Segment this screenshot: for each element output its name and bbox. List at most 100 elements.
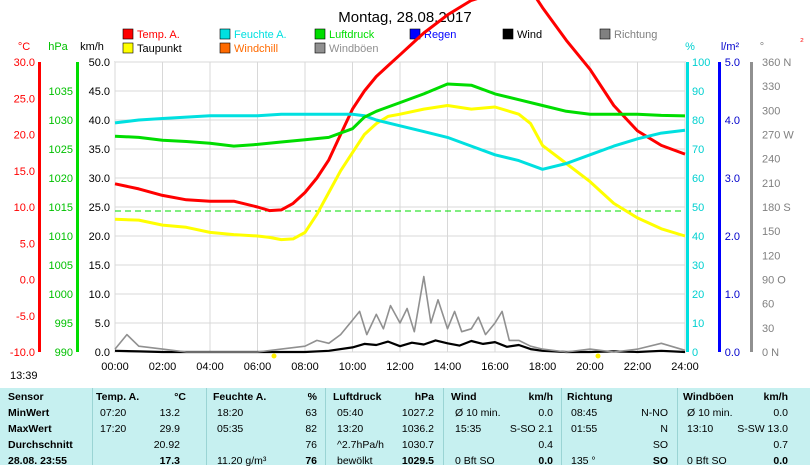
axis-unit-label: hPa xyxy=(48,41,68,53)
humidity-tick-label: 70 xyxy=(692,144,704,156)
table-header: °C xyxy=(174,391,186,403)
wind-tick-label: 30.0 xyxy=(89,173,110,185)
wind-tick-label: 10.0 xyxy=(89,289,110,301)
x-tick-label: 08:00 xyxy=(291,361,319,373)
table-cell: MaxWert xyxy=(8,423,52,435)
x-tick-label: 06:00 xyxy=(244,361,272,373)
direction-tick-label: 0 N xyxy=(762,347,779,359)
pressure-tick-label: 1025 xyxy=(49,144,73,156)
series-line xyxy=(114,0,686,213)
table-separator xyxy=(325,388,326,465)
pressure-tick-label: 1005 xyxy=(49,260,73,272)
direction-tick-label: 90 O xyxy=(762,275,786,287)
table-separator xyxy=(92,388,93,465)
table-cell: Ø 10 min. xyxy=(455,407,501,419)
humidity-tick-label: 0 xyxy=(692,347,698,359)
table-cell: 01:55 xyxy=(571,423,598,435)
rain-tick-label: 0.0 xyxy=(725,347,740,359)
table-cell: 05:35 xyxy=(217,423,244,435)
table-cell: SO xyxy=(652,439,668,451)
temp-tick-label: 15.0 xyxy=(14,166,35,178)
legend-label: Feuchte A. xyxy=(234,29,287,41)
table-separator xyxy=(443,388,444,465)
legend-swatch xyxy=(122,42,134,54)
table-cell: 13:10 xyxy=(687,423,714,435)
table-cell: 63 xyxy=(305,407,317,419)
table-cell: Ø 10 min. xyxy=(687,407,733,419)
table-header: km/h xyxy=(763,391,788,403)
humidity-tick-label: 50 xyxy=(692,202,704,214)
series-line xyxy=(114,112,686,171)
legend-label: Luftdruck xyxy=(329,29,375,41)
x-tick-label: 04:00 xyxy=(196,361,224,373)
pressure-tick-label: 1010 xyxy=(49,231,73,243)
humidity-tick-label: 90 xyxy=(692,86,704,98)
legend-swatch xyxy=(502,28,514,40)
direction-tick-label: 270 W xyxy=(762,130,794,142)
x-tick-label: 14:00 xyxy=(434,361,462,373)
sunset-marker xyxy=(595,353,601,359)
legend-label: Windböen xyxy=(329,43,379,55)
legend-label: Richtung xyxy=(614,29,657,41)
table-cell: 0.0 xyxy=(773,407,788,419)
table-header: Luftdruck xyxy=(333,391,382,403)
temp-axis-bar xyxy=(38,62,41,352)
direction-tick-label: 330 xyxy=(762,81,780,93)
temp-tick-label: 20.0 xyxy=(14,130,35,142)
x-tick-label: 20:00 xyxy=(576,361,604,373)
wind-tick-label: 25.0 xyxy=(89,202,110,214)
x-tick-label: 24:00 xyxy=(671,361,699,373)
table-header: Richtung xyxy=(567,391,613,403)
rain-tick-label: 1.0 xyxy=(725,289,740,301)
temp-tick-label: 10.0 xyxy=(14,202,35,214)
humidity-tick-label: 60 xyxy=(692,173,704,185)
table-cell: ^2.7hPa/h xyxy=(337,439,384,451)
table-header: hPa xyxy=(414,391,434,403)
axis-unit-label: km/h xyxy=(80,41,104,53)
pressure-tick-label: 1035 xyxy=(49,86,73,98)
x-tick-label: 00:00 xyxy=(101,361,129,373)
table-cell: 15:35 xyxy=(455,423,482,435)
table-cell: 0.7 xyxy=(773,439,788,451)
pressure-tick-label: 995 xyxy=(55,318,73,330)
rain-axis-bar xyxy=(718,62,721,352)
table-cell: 13.2 xyxy=(159,407,180,419)
table-cell: 0.4 xyxy=(538,439,553,451)
legend-label: Regen xyxy=(424,29,456,41)
humidity-axis-bar xyxy=(686,62,689,352)
direction-tick-label: 30 xyxy=(762,323,774,335)
x-tick-label: 16:00 xyxy=(481,361,509,373)
table-separator xyxy=(206,388,207,465)
legend-swatch xyxy=(314,42,326,54)
temp-tick-label: -5.0 xyxy=(16,311,35,323)
table-cell: 07:20 xyxy=(100,407,127,419)
axis-unit-label: ° xyxy=(760,41,764,53)
statistics-table: Sensor Temp. A. °C Feuchte A.% Luftdruck hPa W… xyxy=(0,388,810,467)
table-cell: 76 xyxy=(305,455,317,467)
table-cell: N-NO xyxy=(641,407,668,419)
edge-label: ₂ xyxy=(800,33,804,44)
series-line xyxy=(114,275,686,353)
table-cell: 28.08. 23:55 xyxy=(8,455,67,467)
humidity-tick-label: 40 xyxy=(692,231,704,243)
direction-tick-label: 360 N xyxy=(762,57,791,69)
table-cell: 82 xyxy=(305,423,317,435)
table-cell: 1027.2 xyxy=(401,407,434,419)
table-cell: 05:40 xyxy=(337,407,364,419)
table-cell: 29.9 xyxy=(159,423,180,435)
series-line xyxy=(114,82,686,148)
legend-label: Windchill xyxy=(234,43,278,55)
table-cell: 1029.5 xyxy=(401,455,434,467)
x-tick-label: 12:00 xyxy=(386,361,414,373)
humidity-tick-label: 30 xyxy=(692,260,704,272)
wind-tick-label: 20.0 xyxy=(89,231,110,243)
table-cell: 135 ° xyxy=(571,455,596,467)
legend-swatch xyxy=(314,28,326,40)
humidity-tick-label: 80 xyxy=(692,115,704,127)
table-header: Windböen xyxy=(683,391,734,403)
wind-tick-label: 40.0 xyxy=(89,115,110,127)
table-cell: N xyxy=(660,423,668,435)
humidity-tick-label: 20 xyxy=(692,289,704,301)
table-header: Wind xyxy=(451,391,477,403)
table-cell: 0.0 xyxy=(538,407,553,419)
